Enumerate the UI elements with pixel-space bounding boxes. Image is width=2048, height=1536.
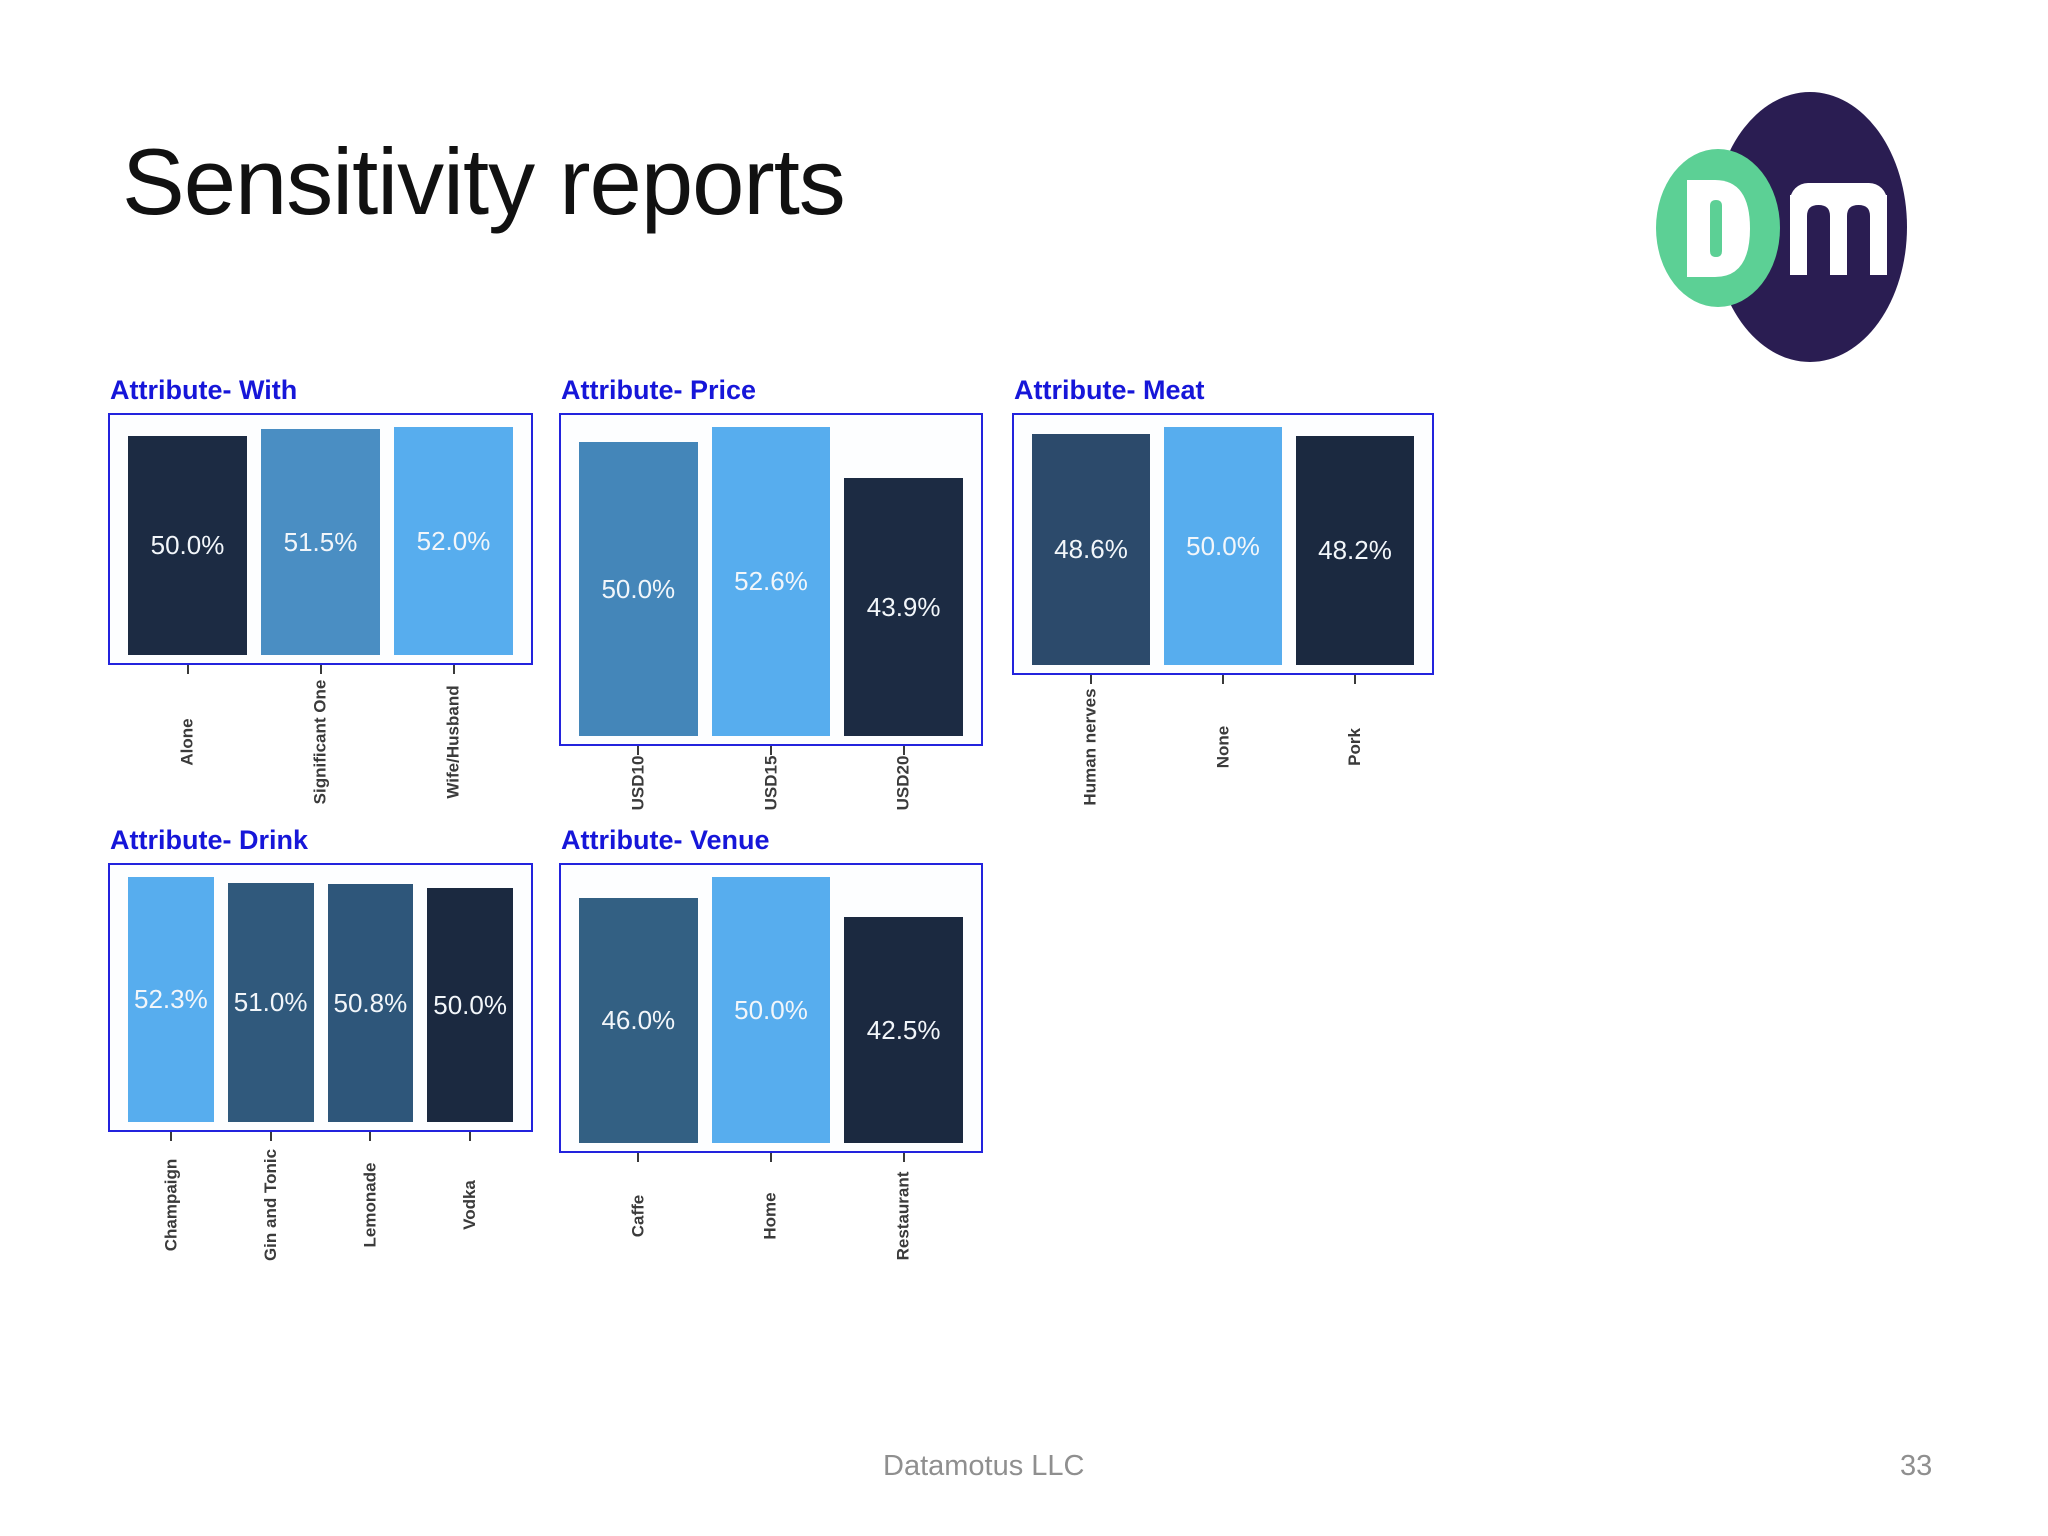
chart-attribute-with: Attribute- With 50.0% 51.5% 52.0% Alone Sign… <box>108 371 533 812</box>
x-axis-category-label: Pork <box>1344 727 1364 766</box>
bar-value-label: 48.2% <box>1318 535 1392 565</box>
bar-value-label: 52.3% <box>134 984 208 1014</box>
bar: 50.0% <box>579 442 698 736</box>
chart-attribute-drink: Attribute- Drink 52.3% 51.0% 50.8% 50.0% Cha… <box>108 821 533 1272</box>
x-axis-category-label: USD15 <box>761 755 780 810</box>
x-axis-tick <box>369 1132 372 1141</box>
x-axis-category-label: Alone <box>177 717 197 766</box>
chart-attribute-price: Attribute- Price 50.0% 52.6% 43.9% USD10 USD… <box>559 371 983 813</box>
datamotus-logo <box>1656 92 1907 362</box>
x-axis-category-label: None <box>1213 725 1232 768</box>
footer-page-number: 33 <box>1900 1450 1933 1482</box>
chart-attribute-venue: Attribute- Venue 46.0% 50.0% 42.5% Caffe Hom… <box>559 821 983 1272</box>
x-axis-tick <box>770 746 772 755</box>
x-axis-label-strip: Caffe Home Restaurant <box>559 1153 983 1272</box>
bar: 42.5% <box>844 917 963 1143</box>
bar-value-label: 52.6% <box>734 566 808 596</box>
chart-title: Attribute- Price <box>561 375 757 405</box>
plot-area: 50.0% 51.5% 52.0% <box>108 413 533 665</box>
chart-title: Attribute- Meat <box>1014 375 1205 405</box>
bar: 46.0% <box>579 898 698 1143</box>
x-axis-label-strip: Alone Significant One Wife/Husband <box>108 665 533 812</box>
bar-value-label: 42.5% <box>866 1014 941 1045</box>
plot-area: 48.6% 50.0% 48.2% <box>1012 413 1434 675</box>
bar: 50.8% <box>327 884 414 1122</box>
page-title: Sensitivity reports <box>122 129 846 234</box>
x-axis-tick <box>169 1132 172 1141</box>
bar-value-label: 48.6% <box>1054 534 1128 564</box>
x-axis-tick <box>1354 675 1356 684</box>
logo-letter-m <box>1790 183 1887 275</box>
x-axis-label-strip: Human nerves None Pork <box>1012 675 1434 812</box>
x-axis-tick <box>902 1153 905 1162</box>
x-axis-category-label: Gin and Tonic <box>260 1148 280 1262</box>
x-axis-tick <box>1090 675 1092 684</box>
bar-value-label: 50.0% <box>734 994 808 1025</box>
x-axis-category-label: Lemonade <box>360 1162 380 1248</box>
bar: 52.3% <box>128 877 214 1122</box>
x-axis-tick <box>770 1153 772 1162</box>
x-axis-category-label: Human nerves <box>1080 687 1100 806</box>
bar: 48.6% <box>1032 434 1150 665</box>
bar: 51.5% <box>261 429 380 655</box>
x-axis-category-label: Significant One <box>310 679 330 804</box>
x-axis-category-label: Champaign <box>160 1158 180 1252</box>
bar: 52.0% <box>394 427 513 655</box>
bar: 43.9% <box>844 478 963 736</box>
x-axis-category-label: Caffe <box>628 1194 648 1237</box>
x-axis-tick <box>637 746 640 755</box>
bar: 48.2% <box>1296 436 1414 665</box>
chart-title: Attribute- With <box>110 375 298 405</box>
x-axis-category-label: USD10 <box>628 755 648 810</box>
bar-value-label: 43.9% <box>866 591 941 622</box>
bar: 50.0% <box>1164 427 1282 665</box>
chart-title: Attribute- Venue <box>561 825 770 855</box>
x-axis-tick <box>637 1153 640 1162</box>
plot-area: 52.3% 51.0% 50.8% 50.0% <box>108 863 533 1132</box>
x-axis-category-label: USD20 <box>893 755 913 810</box>
bar-value-label: 50.0% <box>150 530 225 560</box>
bar: 50.0% <box>711 877 831 1143</box>
x-axis-tick <box>469 1132 472 1141</box>
x-axis-tick <box>902 746 905 755</box>
chart-title: Attribute- Drink <box>110 825 308 855</box>
bar-value-label: 50.0% <box>601 573 676 604</box>
x-axis-tick <box>269 1132 272 1141</box>
bar-value-label: 51.5% <box>283 526 358 557</box>
bar-value-label: 51.0% <box>233 987 308 1017</box>
x-axis-tick <box>186 665 189 674</box>
bar: 50.0% <box>128 436 247 655</box>
x-axis-tick <box>319 665 322 674</box>
bar-value-label: 52.0% <box>416 525 491 556</box>
bar: 50.0% <box>427 888 513 1122</box>
x-axis-category-label: Wife/Husband <box>443 684 463 799</box>
x-axis-label-strip: Champaign Gin and Tonic Lemonade Vodka <box>108 1132 533 1272</box>
x-axis-category-label: Home <box>760 1191 780 1240</box>
chart-attribute-meat: Attribute- Meat 48.6% 50.0% 48.2% Human ner… <box>1012 371 1434 812</box>
x-axis-category-label: Restaurant <box>893 1171 913 1260</box>
x-axis-tick <box>452 665 455 674</box>
bar-value-label: 46.0% <box>601 1005 676 1035</box>
bar-value-label: 50.0% <box>1186 530 1260 561</box>
footer-company: Datamotus LLC <box>883 1450 1085 1482</box>
bar-value-label: 50.0% <box>433 989 507 1020</box>
bar-value-label: 50.8% <box>333 987 408 1018</box>
x-axis-label-strip: USD10 USD15 USD20 <box>559 746 983 813</box>
x-axis-tick <box>1222 675 1224 684</box>
x-axis-category-label: Vodka <box>460 1180 480 1230</box>
bar: 52.6% <box>711 427 831 736</box>
bar: 51.0% <box>227 883 314 1122</box>
plot-area: 50.0% 52.6% 43.9% <box>559 413 983 746</box>
plot-area: 46.0% 50.0% 42.5% <box>559 863 983 1153</box>
